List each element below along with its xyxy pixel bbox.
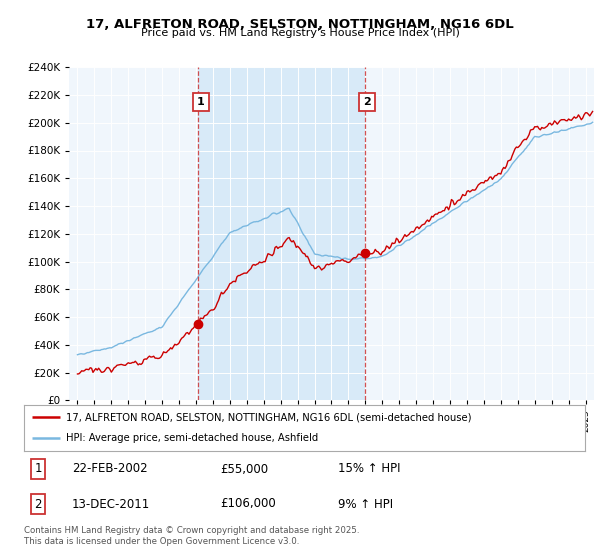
Text: 15% ↑ HPI: 15% ↑ HPI bbox=[338, 463, 401, 475]
Text: 17, ALFRETON ROAD, SELSTON, NOTTINGHAM, NG16 6DL: 17, ALFRETON ROAD, SELSTON, NOTTINGHAM, … bbox=[86, 18, 514, 31]
Text: 13-DEC-2011: 13-DEC-2011 bbox=[71, 497, 150, 511]
Text: £55,000: £55,000 bbox=[220, 463, 268, 475]
Text: 17, ALFRETON ROAD, SELSTON, NOTTINGHAM, NG16 6DL (semi-detached house): 17, ALFRETON ROAD, SELSTON, NOTTINGHAM, … bbox=[66, 412, 472, 422]
Text: HPI: Average price, semi-detached house, Ashfield: HPI: Average price, semi-detached house,… bbox=[66, 433, 319, 444]
Text: 1: 1 bbox=[197, 97, 205, 107]
Text: 2: 2 bbox=[364, 97, 371, 107]
Text: £106,000: £106,000 bbox=[220, 497, 276, 511]
Text: Price paid vs. HM Land Registry's House Price Index (HPI): Price paid vs. HM Land Registry's House … bbox=[140, 28, 460, 38]
Text: 22-FEB-2002: 22-FEB-2002 bbox=[71, 463, 148, 475]
Text: 9% ↑ HPI: 9% ↑ HPI bbox=[338, 497, 393, 511]
Text: Contains HM Land Registry data © Crown copyright and database right 2025.
This d: Contains HM Land Registry data © Crown c… bbox=[24, 526, 359, 546]
Bar bbox=[198, 67, 365, 400]
Text: 1: 1 bbox=[34, 463, 42, 475]
Text: 2: 2 bbox=[34, 497, 42, 511]
